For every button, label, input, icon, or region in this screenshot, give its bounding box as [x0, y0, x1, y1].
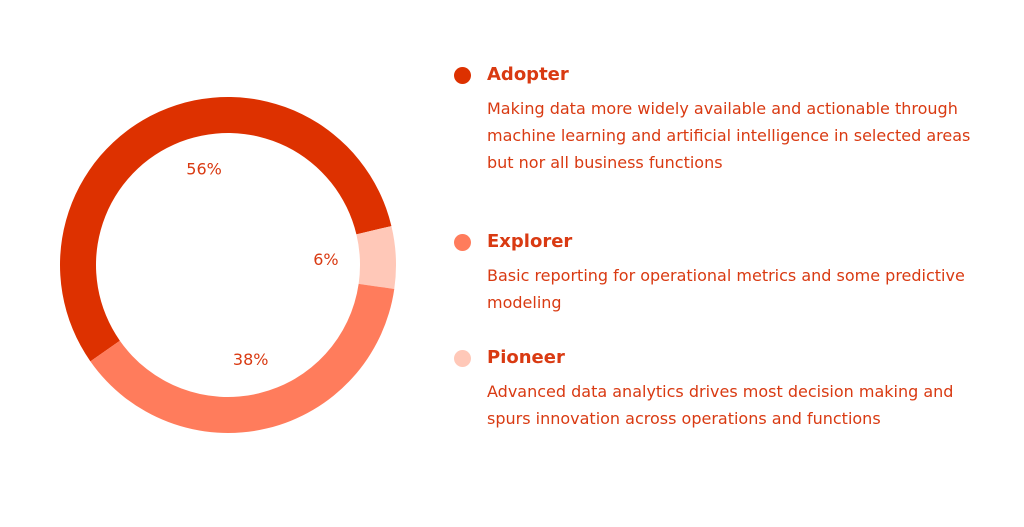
donut-slice-explorer	[90, 283, 395, 434]
legend-title-explorer: Explorer	[487, 231, 573, 252]
donut-chart: 56% 6% 38%	[60, 97, 396, 434]
legend-dot-explorer	[454, 234, 471, 251]
donut-slices	[60, 97, 396, 434]
legend-dot-pioneer	[454, 350, 471, 367]
donut-value-label-explorer: 38%	[233, 350, 269, 369]
legend-dot-adopter	[454, 67, 471, 84]
legend-title-pioneer: Pioneer	[487, 347, 565, 368]
donut-value-label-pioneer: 6%	[313, 250, 338, 269]
donut-slice-adopter	[60, 97, 392, 362]
donut-value-label-adopter: 56%	[186, 159, 222, 178]
donut-slice-pioneer	[356, 226, 396, 289]
legend-description-explorer: Basic reporting for operational metrics …	[487, 266, 965, 312]
legend-description-pioneer: Advanced data analytics drives most deci…	[487, 382, 954, 428]
donut-value-labels: 56% 6% 38%	[186, 159, 338, 368]
legend-description-adopter: Making data more widely available and ac…	[487, 99, 971, 172]
legend-title-adopter: Adopter	[487, 64, 569, 85]
